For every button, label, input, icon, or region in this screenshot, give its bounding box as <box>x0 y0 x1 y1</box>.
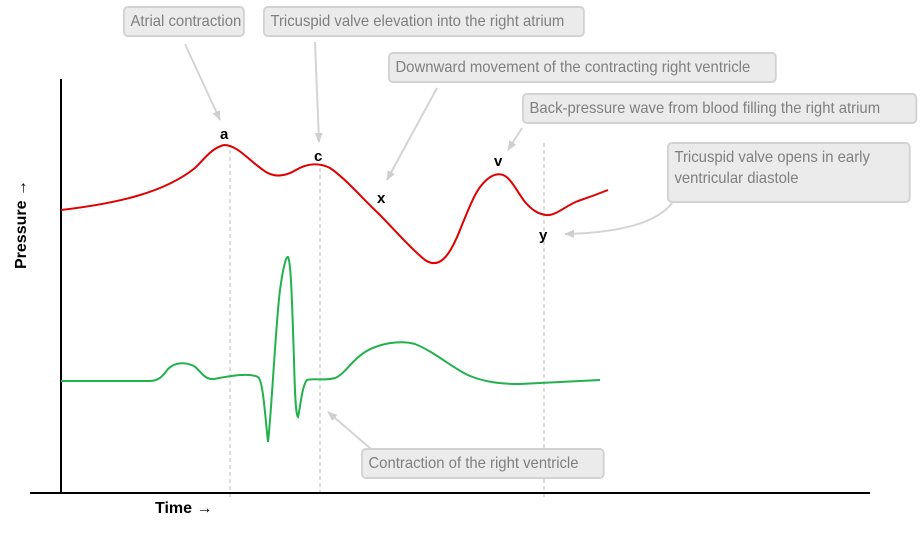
callout-ventricle-contraction: Contraction of the right ventricle <box>361 448 605 479</box>
point-label-y: y <box>539 227 548 244</box>
arrow-atrial-contraction <box>184 43 221 121</box>
callout-tricuspid-opens: Tricuspid valve opens in early ventricul… <box>667 142 911 203</box>
callout-tricuspid-elevation: Tricuspid valve elevation into the right… <box>263 6 585 37</box>
guide-lines <box>229 143 545 497</box>
point-label-a: a <box>220 126 229 143</box>
ecg-curve <box>61 255 601 443</box>
jvp-pressure-curve <box>60 143 609 265</box>
point-label-v: v <box>494 153 503 170</box>
callout-downward-movement: Downward movement of the contracting rig… <box>388 52 777 83</box>
y-axis-label: Pressure → <box>13 180 30 269</box>
arrow-downward-movement <box>386 87 438 181</box>
axes <box>30 79 870 494</box>
callout-atrial-contraction: Atrial contraction <box>123 6 245 37</box>
wave-point-labels: a c x v y <box>220 126 548 244</box>
callout-back-pressure: Back-pressure wave from blood filling th… <box>522 93 918 124</box>
arrow-back-pressure <box>507 127 523 151</box>
point-label-c: c <box>314 148 322 165</box>
arrow-tricuspid-opens <box>564 202 673 238</box>
point-label-x: x <box>377 190 386 207</box>
arrow-ventricle-contraction <box>327 411 379 456</box>
callout-arrows <box>184 41 673 456</box>
arrow-tricuspid-elevation <box>314 41 323 143</box>
x-axis-label: Time → <box>155 500 213 517</box>
